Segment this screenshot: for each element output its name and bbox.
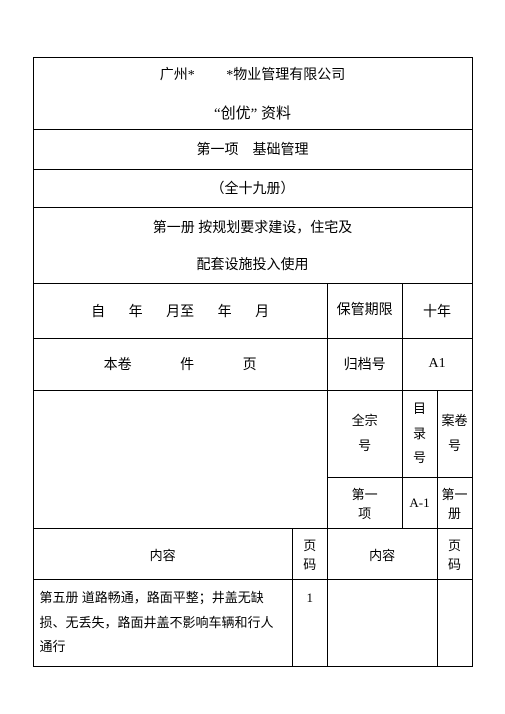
date-year1: 年 (129, 305, 143, 320)
section-title-cell: 第一项 基础管理 (33, 129, 472, 169)
document-table: 广州* *物业管理有限公司 “创优” 资料 第一项 基础管理 （全十九册） 第一… (33, 57, 473, 667)
catalog-header-row: 全宗号 目录号 案卷号 (33, 390, 472, 477)
date-month2: 月 (255, 305, 269, 320)
volumes-row: （全十九册） (33, 169, 472, 207)
catalog-val1: 第一项 (327, 478, 402, 529)
archive-label: 归档号 (327, 338, 402, 390)
content-hdr-page2: 页码 (437, 529, 472, 580)
content-data-row: 第五册 道路畅通，路面平整；井盖无缺损、无丢失，路面井盖不影响车辆和行人通行 1 (33, 580, 472, 667)
section-name: 基础管理 (253, 143, 309, 158)
this-vol: 本卷 (104, 354, 132, 374)
date-from: 自 (91, 305, 105, 320)
content-text: 第五册 道路畅通，路面平整；井盖无缺损、无丢失，路面井盖不影响车辆和行人通行 (33, 580, 292, 667)
header-row: 广州* *物业管理有限公司 “创优” 资料 (33, 57, 472, 129)
catalog-col3: 案卷号 (437, 390, 472, 477)
volume-info-cell: 本卷 件 页 (33, 338, 327, 390)
catalog-col1: 全宗号 (327, 390, 402, 477)
pieces: 件 (180, 354, 194, 374)
date-year2: 年 (218, 305, 232, 320)
content-empty2 (437, 580, 472, 667)
company-header: 广州* *物业管理有限公司 “创优” 资料 (33, 57, 472, 129)
pages: 页 (243, 354, 257, 374)
header-subtitle: “创优” 资料 (38, 102, 468, 123)
keep-value: 十年 (402, 283, 472, 338)
content-hdr-page1: 页码 (292, 529, 327, 580)
date-month1: 月至 (166, 305, 194, 320)
content-header-row: 内容 页码 内容 页码 (33, 529, 472, 580)
date-row: 自 年 月至 年 月 保管期限 十年 (33, 283, 472, 338)
company-suffix: *物业管理有限公司 (226, 68, 345, 83)
book-line1: 第一册 按规划要求建设，住宅及 (33, 207, 472, 245)
keep-label: 保管期限 (327, 283, 402, 338)
book-line2: 配套设施投入使用 (33, 245, 472, 283)
content-empty1 (327, 580, 437, 667)
book-row-1: 第一册 按规划要求建设，住宅及 (33, 207, 472, 245)
catalog-val3: 第一册 (437, 478, 472, 529)
date-range-cell: 自 年 月至 年 月 (33, 283, 327, 338)
catalog-col2: 目录号 (402, 390, 437, 477)
company-prefix: 广州* (160, 68, 195, 83)
volumes-cell: （全十九册） (33, 169, 472, 207)
catalog-empty (33, 390, 327, 528)
content-hdr-1: 内容 (33, 529, 292, 580)
book-row-2: 配套设施投入使用 (33, 245, 472, 283)
content-page: 1 (292, 580, 327, 667)
catalog-val2: A-1 (402, 478, 437, 529)
section-row: 第一项 基础管理 (33, 129, 472, 169)
keep-label-text: 保管期限 (337, 303, 393, 318)
volume-info-row: 本卷 件 页 归档号 A1 (33, 338, 472, 390)
archive-value: A1 (402, 338, 472, 390)
content-hdr-2: 内容 (327, 529, 437, 580)
section-label: 第一项 (197, 143, 239, 158)
